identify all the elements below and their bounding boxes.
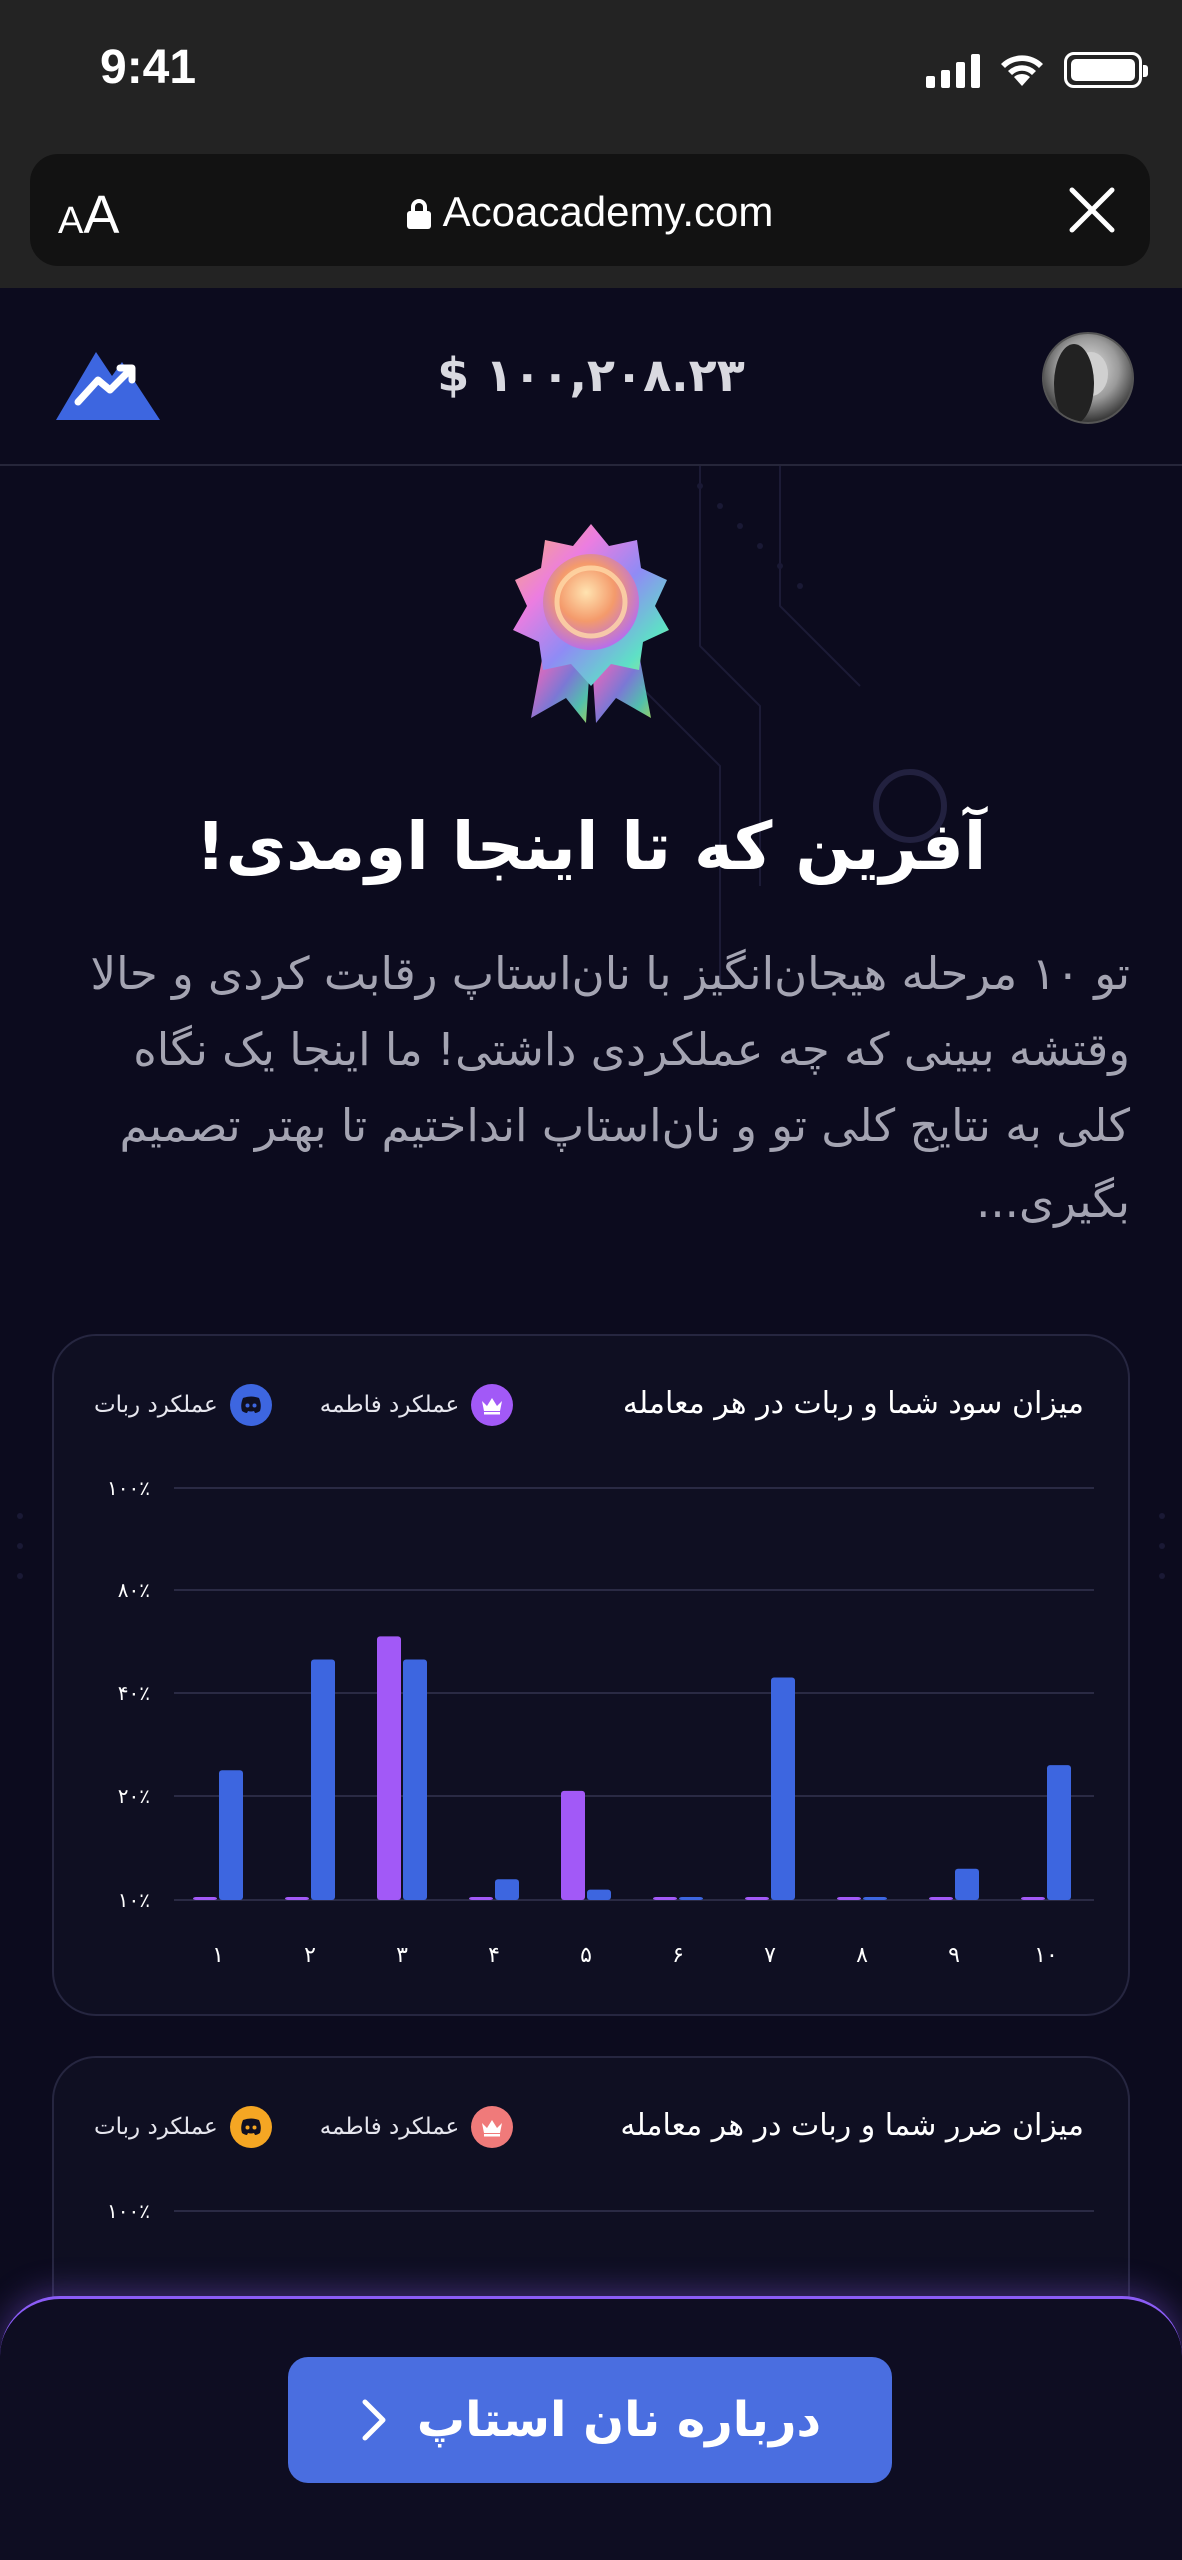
cellular-signal-icon	[926, 52, 980, 88]
y-tick-label: ۴۰٪	[118, 1681, 150, 1705]
loss-chart-title: میزان ضرر شما و ربات در هر معامله	[620, 2108, 1084, 2143]
browser-toolbar: AA Acoacademy.com	[0, 150, 1182, 288]
avatar[interactable]	[1042, 332, 1134, 424]
x-tick-label: ۴	[488, 1943, 500, 1968]
crown-icon	[471, 2106, 514, 2148]
bar-user	[745, 1897, 769, 1900]
app-header: $ ۱۰۰,۲۰۸.۲۳	[0, 288, 1182, 466]
bar-bot	[863, 1897, 887, 1900]
legend-label-bot: عملکرد ربات	[94, 1392, 218, 1418]
lock-icon	[406, 199, 431, 229]
y-tick-label: ۸۰٪	[118, 1578, 150, 1602]
status-time: 9:41	[100, 41, 197, 94]
logo-mountain-icon[interactable]	[56, 336, 160, 420]
bar-bot	[679, 1897, 703, 1900]
bar-user	[469, 1897, 493, 1900]
bar-user	[377, 1636, 401, 1900]
bar-bot	[1047, 1765, 1071, 1900]
bar-bot	[771, 1677, 795, 1900]
close-icon[interactable]	[1064, 182, 1120, 238]
x-tick-label: ۸	[856, 1943, 868, 1968]
bar-user	[561, 1790, 585, 1900]
bar-bot	[219, 1770, 243, 1900]
achievement-medal-icon	[513, 524, 669, 723]
legend-label-user: عملکرد فاطمه	[319, 2114, 460, 2140]
x-tick-label: ۵	[580, 1943, 592, 1968]
hero-description: تو ۱۰ مرحله هیجان‌انگیز با نان‌استاپ رقا…	[90, 947, 1130, 1228]
bottom-sheet: درباره نان استاپ	[0, 2296, 1182, 2560]
x-tick-label: ۱۰	[1034, 1943, 1058, 1968]
loss-chart-legend: عملکرد ربات عملکرد فاطمه	[94, 2106, 514, 2148]
y-tick-label: ۱۰۰٪	[107, 2199, 150, 2223]
legend-item-bot: عملکرد ربات	[94, 1384, 272, 1426]
profit-bar-chart: ۱۰۰٪ ۸۰٪ ۴۰٪ ۲۰٪ ۱۰٪ ۱ ۲ ۳ ۴ ۵ ۶ ۷ ۸ ۹ ۱۰	[107, 1476, 1094, 1968]
bar-bot	[955, 1868, 979, 1900]
battery-icon	[1064, 52, 1148, 88]
chevron-right-icon	[362, 2399, 386, 2441]
y-tick-label: ۲۰٪	[118, 1784, 150, 1808]
y-tick-label: ۱۰٪	[118, 1888, 150, 1912]
bar-user	[837, 1897, 861, 1900]
legend-item-bot: عملکرد ربات	[94, 2106, 272, 2148]
url-text: Acoacademy.com	[442, 188, 774, 235]
bar-user	[1021, 1897, 1045, 1900]
bar-user	[285, 1897, 309, 1900]
x-tick-label: ۷	[764, 1943, 776, 1968]
bar-user	[929, 1897, 953, 1900]
url-display[interactable]: Acoacademy.com	[30, 188, 1150, 236]
about-nonstop-label: درباره نان استاپ	[416, 2392, 822, 2448]
hero-title: آفرین که تا اینجا اومدی!	[195, 808, 987, 885]
profit-chart-card: میزان سود شما و ربات در هر معامله عملکرد…	[52, 1334, 1130, 2016]
bar-user	[193, 1897, 217, 1900]
x-tick-label: ۶	[672, 1943, 684, 1968]
legend-label-user: عملکرد فاطمه	[319, 1392, 460, 1418]
x-tick-label: ۱	[212, 1943, 224, 1968]
discord-icon	[229, 2106, 272, 2148]
about-nonstop-button[interactable]: درباره نان استاپ	[288, 2357, 892, 2483]
text-size-button[interactable]: AA	[58, 185, 120, 245]
background-decoration	[17, 466, 1165, 1579]
legend-item-user: عملکرد فاطمه	[320, 2106, 514, 2148]
profit-chart-legend: عملکرد ربات عملکرد فاطمه	[94, 1384, 514, 1426]
bar-bot	[495, 1879, 519, 1900]
bar-bot	[587, 1889, 611, 1900]
wallet-balance: $ ۱۰۰,۲۰۸.۲۳	[437, 348, 745, 402]
y-tick-label: ۱۰۰٪	[107, 1476, 150, 1500]
bar-user	[653, 1897, 677, 1900]
x-tick-label: ۲	[304, 1943, 316, 1968]
bar-bot	[311, 1659, 335, 1900]
url-bar[interactable]: AA Acoacademy.com	[30, 154, 1150, 266]
x-tick-label: ۹	[948, 1943, 960, 1968]
loss-bar-chart: ۱۰۰٪	[107, 2199, 1094, 2223]
x-tick-label: ۳	[396, 1943, 408, 1968]
legend-item-user: عملکرد فاطمه	[320, 1384, 514, 1426]
wifi-icon	[1001, 55, 1043, 86]
legend-label-bot: عملکرد ربات	[94, 2114, 218, 2140]
discord-icon	[229, 1384, 272, 1426]
bar-bot	[403, 1659, 427, 1900]
profit-chart-title: میزان سود شما و ربات در هر معامله	[622, 1386, 1084, 1421]
crown-icon	[471, 1384, 514, 1426]
status-icons	[926, 52, 1148, 88]
status-bar: 9:41	[0, 0, 1182, 150]
